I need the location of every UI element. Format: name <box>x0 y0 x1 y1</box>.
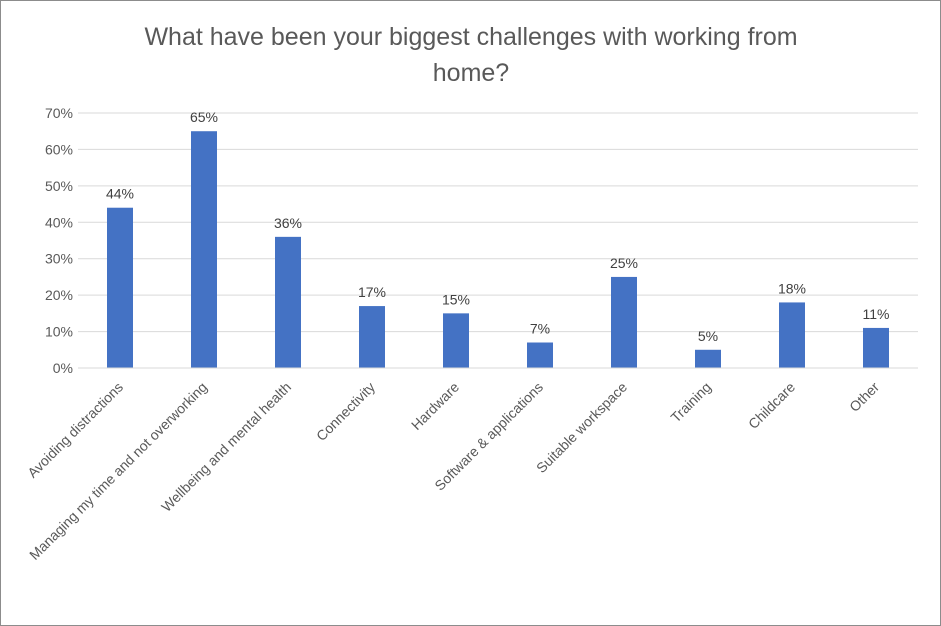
bar <box>359 306 385 368</box>
data-label: 25% <box>610 255 638 271</box>
bar <box>779 302 805 368</box>
y-tick-label: 20% <box>45 287 73 303</box>
bar <box>107 207 133 368</box>
data-labels: 44% 65% 36% 17% 15% 7% 25% 5% 18% 11% <box>106 109 890 344</box>
data-label: 5% <box>698 328 718 344</box>
category-label: Managing my time and not overworking <box>26 379 210 563</box>
y-tick-label: 10% <box>45 324 73 340</box>
y-tick-label: 70% <box>45 105 73 121</box>
category-label: Hardware <box>408 379 462 433</box>
data-label: 65% <box>190 109 218 125</box>
data-label: 36% <box>274 215 302 231</box>
gridlines <box>78 112 918 333</box>
chart-title: What have been your biggest challenges w… <box>144 23 797 87</box>
bars <box>107 131 889 368</box>
bar <box>275 236 301 368</box>
bar <box>443 313 469 368</box>
y-axis-tick-labels: 0% 10% 20% 30% 40% 50% 60% 70% <box>45 105 73 376</box>
y-tick-label: 40% <box>45 214 73 230</box>
category-label: Connectivity <box>313 379 378 444</box>
bar <box>527 342 553 368</box>
category-label: Suitable workspace <box>533 379 630 476</box>
category-label: Training <box>667 379 714 426</box>
data-label: 7% <box>530 321 550 337</box>
y-tick-label: 60% <box>45 141 73 157</box>
chart-title-line-2: home? <box>433 59 509 87</box>
bar <box>695 349 721 368</box>
category-label: Childcare <box>745 379 798 432</box>
data-label: 17% <box>358 284 386 300</box>
y-tick-label: 50% <box>45 178 73 194</box>
data-label: 18% <box>778 280 806 296</box>
bar <box>611 276 637 368</box>
data-label: 15% <box>442 291 470 307</box>
category-label: Other <box>846 379 882 415</box>
bar <box>863 327 889 368</box>
y-tick-label: 0% <box>53 360 73 376</box>
bar <box>191 131 217 368</box>
chart-title-line-1: What have been your biggest challenges w… <box>144 23 797 51</box>
data-label: 44% <box>106 186 134 202</box>
data-label: 11% <box>863 306 890 322</box>
y-tick-label: 30% <box>45 251 73 267</box>
